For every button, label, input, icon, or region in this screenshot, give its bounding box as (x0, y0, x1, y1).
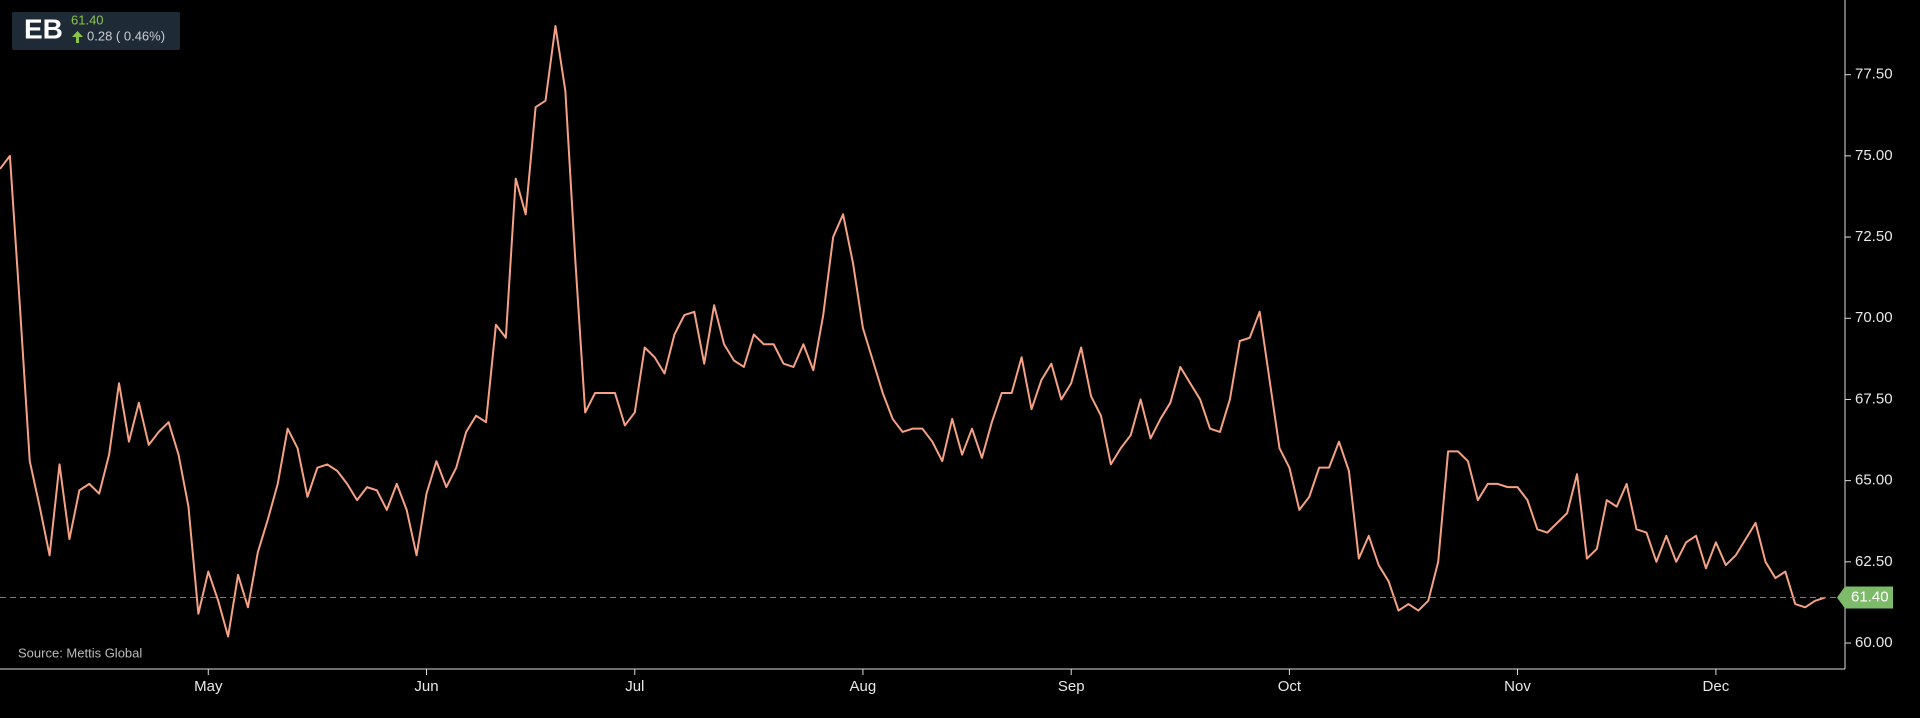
last-price-tag-label: 61.40 (1851, 589, 1889, 606)
y-tick-label: 60.00 (1855, 634, 1893, 651)
y-tick-label: 67.50 (1855, 390, 1893, 407)
x-tick-label: Nov (1504, 678, 1531, 695)
last-price-tag (1837, 586, 1893, 609)
source: Source: Mettis Global (18, 645, 142, 660)
x-tick-label: May (194, 678, 223, 695)
y-tick-label: 62.50 (1855, 553, 1893, 570)
x-tick-label: Jun (414, 678, 438, 695)
x-tick-label: Dec (1703, 678, 1730, 695)
up-arrow (72, 31, 83, 43)
symbol: EB (24, 13, 63, 44)
x-tick-label: Jul (625, 678, 644, 695)
last-price: 61.40 (71, 12, 104, 27)
x-tick-label: Oct (1278, 678, 1302, 695)
x-tick-label: Aug (850, 678, 877, 695)
y-tick-label: 65.00 (1855, 472, 1893, 489)
price-line (0, 24, 1826, 638)
price-change: 0.28 ( 0.46%) (87, 28, 165, 43)
x-tick-label: Sep (1058, 678, 1085, 695)
y-tick-label: 77.50 (1855, 66, 1893, 83)
y-tick-label: 72.50 (1855, 228, 1893, 245)
y-tick-label: 75.00 (1855, 147, 1893, 164)
ticker-box (12, 12, 180, 50)
y-tick-label: 70.00 (1855, 309, 1893, 326)
